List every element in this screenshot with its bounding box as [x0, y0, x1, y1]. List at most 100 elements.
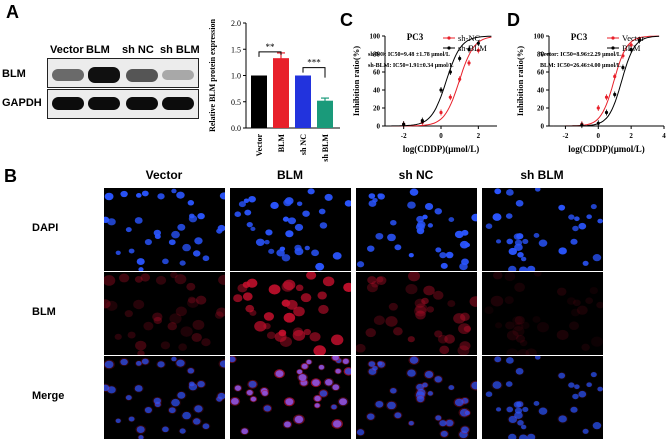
merge-nucleus	[171, 356, 177, 362]
nucleus	[162, 258, 169, 265]
blm-cell	[494, 322, 503, 329]
merge-nucleus	[471, 381, 477, 390]
nucleus	[281, 254, 291, 262]
nucleus	[448, 217, 455, 222]
nucleus	[265, 229, 273, 236]
nucleus	[394, 244, 402, 251]
ic50-annotation: BLM: IC50=26.46±4.00 μmol/L	[540, 63, 621, 69]
blm-cell	[469, 296, 477, 307]
nucleus	[171, 188, 177, 194]
blm-cell	[591, 336, 603, 347]
blm-cell	[134, 276, 143, 283]
y-tick-label: 100	[534, 33, 545, 41]
blm-cell	[459, 341, 471, 351]
wb-gapdh-box	[47, 89, 199, 119]
merge-nucleus	[387, 401, 396, 410]
blm-cell	[426, 306, 435, 313]
merge-nucleus	[230, 356, 236, 363]
blm-cell	[322, 276, 335, 287]
blm-cell	[453, 313, 466, 324]
merge-nucleus	[445, 419, 454, 427]
nucleus	[246, 222, 253, 228]
merge-nucleus	[508, 433, 517, 439]
merge-nucleus	[120, 358, 128, 366]
nucleus	[422, 214, 428, 220]
micro-cells	[104, 272, 225, 355]
y-tick-label: 0	[377, 123, 381, 131]
merge-overlap	[298, 374, 307, 381]
nucleus	[304, 245, 310, 251]
merge-nucleus	[136, 426, 145, 433]
nucleus	[513, 233, 522, 240]
micro-column-label: Vector	[145, 168, 183, 182]
micro-row-label: DAPI	[32, 222, 59, 234]
blm-cell	[300, 293, 312, 303]
nucleus	[134, 217, 143, 224]
data-point	[439, 110, 443, 115]
x-tick-label: 2	[629, 132, 633, 140]
merge-nucleus	[177, 391, 186, 399]
merge-nucleus	[197, 380, 205, 388]
micro-cells	[356, 272, 477, 355]
bar-y-tick-label: 0.5	[231, 98, 241, 107]
data-point	[467, 61, 471, 65]
micro-column-label: BLM	[277, 168, 303, 182]
bar	[273, 58, 289, 128]
nucleus	[120, 190, 128, 198]
merge-overlap	[343, 358, 349, 364]
merge-nucleus	[368, 361, 376, 367]
legend-label: BLM	[622, 43, 641, 53]
wb-band-gapdh	[126, 97, 158, 110]
blm-cell	[463, 325, 472, 333]
merge-nucleus	[568, 382, 575, 388]
merge-nucleus	[492, 381, 502, 389]
y-tick-label: 60	[537, 69, 545, 77]
blm-cell	[152, 312, 163, 322]
merge-nucleus	[202, 423, 210, 430]
micro-column-label: sh BLM	[520, 168, 564, 182]
merge-nucleus	[168, 407, 176, 414]
merge-nucleus	[104, 360, 114, 369]
ic50-annotation: sh-BLM: IC50=1.91±0.34 μmol/L	[368, 63, 453, 69]
merge-nucleus	[416, 383, 424, 391]
merge-nucleus	[157, 361, 165, 368]
blm-cell	[537, 322, 550, 333]
nucleus	[461, 258, 469, 266]
nucleus	[506, 189, 514, 196]
micro-cells	[485, 188, 603, 271]
nucleus	[332, 252, 342, 260]
blm-cell	[385, 316, 398, 327]
merge-nucleus	[597, 386, 603, 392]
blm-cell	[343, 282, 351, 292]
blm-cell	[525, 348, 537, 355]
nucleus	[533, 233, 540, 238]
blm-cell	[187, 296, 196, 304]
blm-cell	[317, 291, 327, 300]
nucleus	[255, 238, 265, 247]
merge-nucleus	[592, 422, 602, 430]
micro-panel-merge-image	[230, 356, 351, 439]
y-axis-label: Inhibition ratio(%)	[515, 46, 525, 116]
blm-cell	[556, 287, 567, 296]
blm-cell	[376, 276, 387, 285]
merge-nucleus	[572, 393, 579, 400]
blm-cell	[407, 336, 415, 343]
nucleus	[311, 249, 319, 257]
wb-band-gapdh	[88, 97, 120, 110]
data-point	[629, 47, 633, 52]
merge-nucleus	[128, 416, 135, 422]
blm-cell	[169, 313, 182, 324]
y-tick-label: 0	[541, 123, 545, 131]
blm-cell	[515, 334, 526, 343]
merge-nucleus	[375, 400, 384, 408]
merge-nucleus	[179, 428, 186, 434]
ic50-annotation: Vector: IC50=8.96±2.29 μmol/L	[540, 52, 621, 58]
blm-cell	[242, 281, 251, 288]
merge-nucleus	[372, 365, 378, 371]
nucleus	[590, 203, 597, 210]
blm-cell	[365, 328, 376, 338]
blm-cell	[140, 273, 151, 282]
nucleus	[518, 266, 528, 271]
data-point	[402, 122, 406, 126]
